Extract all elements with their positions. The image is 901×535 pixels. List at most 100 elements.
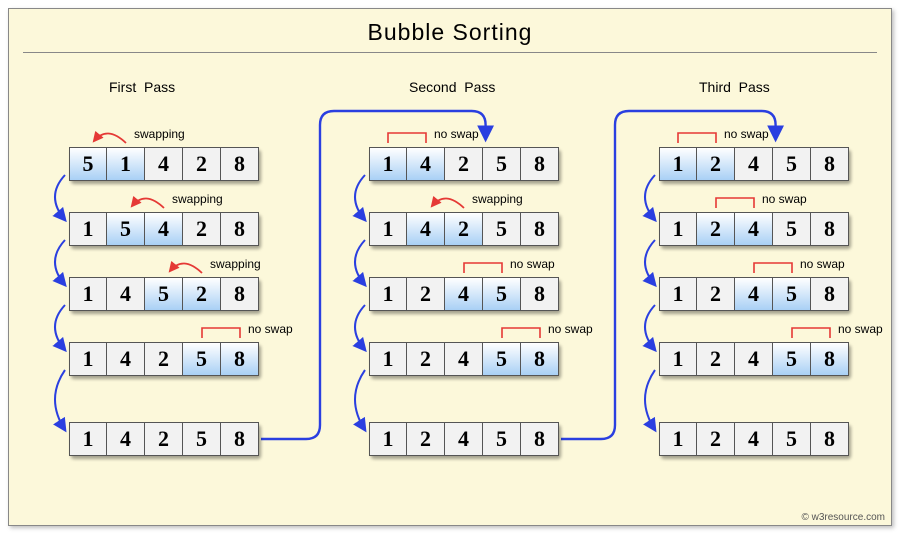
array-cell: 1 (69, 422, 107, 456)
main-title: Bubble Sorting (9, 9, 891, 52)
array-cell: 4 (145, 212, 183, 246)
array-cell: 2 (145, 422, 183, 456)
array-row: 14258 (369, 212, 559, 246)
noswap-label: no swap (248, 322, 293, 336)
array-cell: 5 (183, 342, 221, 376)
array-cell: 8 (811, 422, 849, 456)
array-cell: 4 (107, 277, 145, 311)
array-cell: 5 (773, 342, 811, 376)
array-cell: 8 (811, 147, 849, 181)
array-row: 51428 (69, 147, 259, 181)
array-row: 12458 (659, 147, 849, 181)
array-cell: 4 (735, 342, 773, 376)
swap-label: swapping (172, 192, 223, 206)
array-cell: 2 (445, 147, 483, 181)
array-cell: 5 (773, 147, 811, 181)
array-cell: 8 (521, 147, 559, 181)
array-cell: 5 (69, 147, 107, 181)
swap-label: swapping (472, 192, 523, 206)
array-cell: 8 (221, 342, 259, 376)
pass-label: First Pass (109, 79, 175, 95)
array-row: 14528 (69, 277, 259, 311)
array-cell: 2 (697, 422, 735, 456)
swap-label: swapping (210, 257, 261, 271)
array-cell: 2 (407, 422, 445, 456)
array-cell: 8 (221, 147, 259, 181)
array-cell: 4 (735, 147, 773, 181)
array-row: 12458 (659, 422, 849, 456)
array-cell: 4 (407, 147, 445, 181)
pass-label: Second Pass (409, 79, 495, 95)
array-cell: 1 (369, 212, 407, 246)
array-cell: 5 (145, 277, 183, 311)
array-row: 12458 (369, 342, 559, 376)
array-cell: 4 (445, 422, 483, 456)
array-cell: 5 (483, 212, 521, 246)
swap-label: swapping (134, 127, 185, 141)
array-cell: 2 (697, 147, 735, 181)
array-cell: 4 (407, 212, 445, 246)
array-cell: 5 (773, 277, 811, 311)
array-row: 12458 (369, 277, 559, 311)
array-cell: 1 (107, 147, 145, 181)
title-divider (23, 52, 877, 53)
noswap-label: no swap (800, 257, 845, 271)
array-row: 12458 (369, 422, 559, 456)
noswap-label: no swap (434, 127, 479, 141)
array-cell: 2 (697, 342, 735, 376)
array-cell: 8 (521, 422, 559, 456)
array-cell: 8 (221, 422, 259, 456)
pass-label: Third Pass (699, 79, 770, 95)
array-cell: 1 (659, 422, 697, 456)
array-cell: 4 (107, 342, 145, 376)
array-cell: 2 (145, 342, 183, 376)
array-row: 12458 (659, 342, 849, 376)
array-cell: 1 (659, 147, 697, 181)
array-cell: 1 (659, 212, 697, 246)
noswap-label: no swap (548, 322, 593, 336)
array-cell: 5 (107, 212, 145, 246)
array-cell: 8 (811, 342, 849, 376)
array-cell: 2 (183, 212, 221, 246)
noswap-label: no swap (510, 257, 555, 271)
array-cell: 1 (369, 422, 407, 456)
array-row: 15428 (69, 212, 259, 246)
array-cell: 5 (483, 277, 521, 311)
array-cell: 1 (369, 277, 407, 311)
array-cell: 4 (145, 147, 183, 181)
noswap-label: no swap (838, 322, 883, 336)
array-cell: 4 (735, 212, 773, 246)
array-cell: 1 (69, 342, 107, 376)
array-cell: 4 (735, 422, 773, 456)
array-cell: 5 (483, 422, 521, 456)
array-cell: 5 (483, 147, 521, 181)
array-cell: 1 (369, 147, 407, 181)
array-cell: 4 (445, 277, 483, 311)
array-cell: 8 (811, 277, 849, 311)
array-cell: 1 (659, 342, 697, 376)
array-cell: 5 (773, 422, 811, 456)
array-cell: 8 (521, 342, 559, 376)
array-cell: 8 (521, 212, 559, 246)
array-cell: 2 (183, 277, 221, 311)
array-cell: 8 (521, 277, 559, 311)
array-cell: 2 (407, 342, 445, 376)
noswap-label: no swap (762, 192, 807, 206)
array-row: 12458 (659, 212, 849, 246)
array-cell: 4 (445, 342, 483, 376)
array-cell: 1 (369, 342, 407, 376)
array-cell: 4 (735, 277, 773, 311)
copyright-text: © w3resource.com (801, 512, 885, 523)
array-cell: 1 (659, 277, 697, 311)
array-cell: 4 (107, 422, 145, 456)
array-cell: 2 (697, 212, 735, 246)
array-row: 14258 (69, 342, 259, 376)
array-cell: 8 (811, 212, 849, 246)
array-cell: 5 (183, 422, 221, 456)
array-cell: 2 (407, 277, 445, 311)
diagram-stage: First PassSecond PassThird Pass51428swap… (9, 57, 891, 525)
array-cell: 1 (69, 277, 107, 311)
array-cell: 8 (221, 212, 259, 246)
array-cell: 2 (697, 277, 735, 311)
array-row: 12458 (659, 277, 849, 311)
